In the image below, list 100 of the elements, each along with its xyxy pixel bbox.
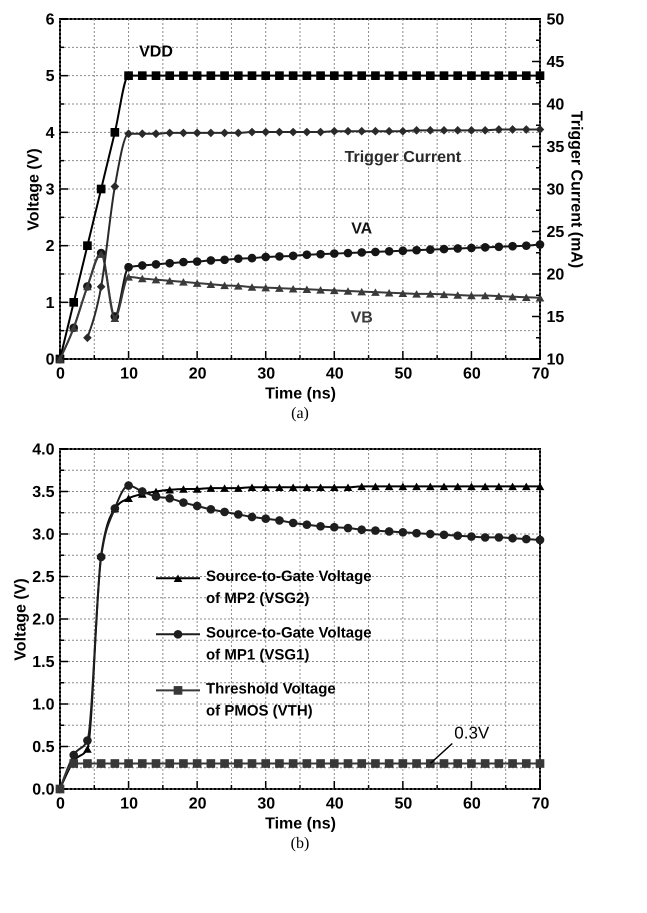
point [96,282,106,292]
point [220,484,229,492]
point [69,298,78,307]
point [179,71,188,80]
point [316,250,325,258]
point [344,71,352,80]
y-tick-label: 4 [46,124,55,142]
point [206,759,216,768]
point [234,484,243,492]
point [69,759,78,768]
point [398,759,408,768]
point [426,482,435,490]
point [261,514,270,524]
point [234,254,243,264]
point [288,518,298,528]
point [440,759,448,768]
point [179,258,188,266]
point [152,71,160,80]
point [288,284,298,292]
point [398,126,408,136]
point [412,759,421,768]
point [344,524,352,532]
point [398,528,408,537]
point [398,71,408,80]
y-tick-label: 3 [46,182,55,198]
point [124,129,133,138]
point [96,552,106,562]
point [248,71,256,80]
point [467,126,476,135]
point [357,759,366,768]
x-tick-label: 40 [326,796,344,812]
point [330,71,339,80]
point [302,71,312,80]
point [412,126,421,135]
point [384,288,394,296]
series-label: VDD [139,44,173,61]
point [467,482,476,490]
point [508,71,517,80]
y-tick-label: 5 [46,68,55,86]
point [275,128,284,136]
x-tick-label: 10 [120,796,138,812]
point [522,293,531,301]
point [234,510,243,519]
point [192,257,202,266]
point [536,71,544,80]
series-label: VA [351,220,373,238]
point [96,184,106,194]
point [480,243,490,252]
point [124,262,133,272]
point [453,291,462,299]
y-axis-title: Voltage (V) [26,148,43,231]
point [152,129,160,138]
point [453,531,462,540]
point [494,125,504,134]
point [234,759,243,768]
point [536,125,544,134]
point [440,290,448,298]
point [440,482,448,490]
point [302,759,312,768]
x-tick-label: 70 [532,796,550,812]
point [179,498,188,507]
point [344,287,352,295]
point [165,277,174,285]
point [453,759,462,768]
point [467,244,476,252]
point [330,126,339,136]
point [522,759,531,768]
point [83,736,92,745]
point [138,487,147,496]
point [220,282,229,290]
series-label: Trigger Current [344,149,462,166]
point [83,333,92,342]
point [384,527,394,536]
point [384,759,394,768]
point [288,128,298,136]
point [316,128,325,136]
point [275,284,284,292]
point [316,71,325,80]
point [261,284,270,292]
point [508,534,517,543]
text: (b) [290,835,310,852]
point [124,759,133,768]
point [467,532,476,541]
y2-tick-label: 40 [546,96,564,114]
point [330,759,339,768]
y-tick-label: 0.5 [32,739,55,756]
x-tick-label: 20 [188,796,207,812]
point [480,292,490,300]
y-tick-label: 3.0 [32,526,55,544]
point [330,484,339,491]
x-axis-title: Time (ns) [265,816,336,832]
legend-label: Source-to-Gate Voltage of MP2 (VSG2) [206,568,372,608]
point [288,484,298,491]
point [467,71,476,80]
point [440,126,448,135]
y2-tick-label: 15 [546,309,564,326]
point [480,126,490,135]
point [192,502,202,510]
x-tick-label: 0 [56,366,66,382]
point [330,286,339,294]
